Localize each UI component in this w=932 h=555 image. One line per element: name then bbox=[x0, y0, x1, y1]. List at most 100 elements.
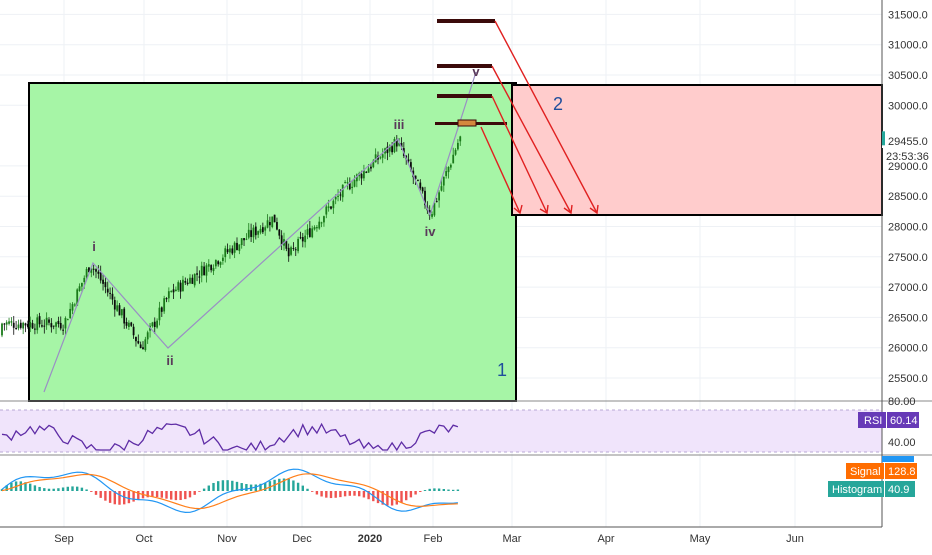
candle-body bbox=[320, 222, 323, 224]
histogram-bar bbox=[306, 488, 309, 491]
candle-body bbox=[15, 327, 17, 329]
candle-body bbox=[62, 329, 64, 331]
histogram-bar bbox=[212, 482, 215, 491]
candle-body bbox=[57, 320, 60, 325]
price-tick: 29000.0 bbox=[888, 161, 928, 173]
histogram-bar bbox=[264, 482, 267, 491]
histogram-bar bbox=[452, 489, 455, 491]
histogram-bar bbox=[193, 491, 196, 495]
candle-body bbox=[1, 323, 3, 336]
candle-body bbox=[292, 247, 295, 249]
candle-body bbox=[184, 281, 187, 283]
candle-body bbox=[189, 277, 191, 284]
candle-body bbox=[381, 154, 384, 158]
rsi-label: RSI bbox=[864, 415, 882, 427]
histogram-value: 40.9 bbox=[888, 484, 909, 496]
histogram-bar bbox=[282, 478, 286, 491]
candle-body bbox=[445, 171, 448, 177]
elliott-wave-line bbox=[43, 71, 477, 393]
candle-body bbox=[36, 317, 39, 331]
histogram-bar bbox=[235, 481, 239, 491]
candle-body bbox=[290, 247, 292, 255]
candle-body bbox=[250, 230, 252, 237]
histogram-bar bbox=[428, 488, 431, 491]
candle-body bbox=[66, 319, 69, 321]
histogram-bar bbox=[5, 485, 8, 491]
histogram-bar bbox=[43, 488, 46, 491]
histogram-bar bbox=[85, 489, 88, 491]
histogram-bar bbox=[296, 482, 300, 491]
histogram-bar bbox=[442, 489, 445, 491]
candle-body bbox=[313, 227, 316, 230]
histogram-bar bbox=[94, 491, 98, 495]
candle-body bbox=[226, 249, 229, 253]
candle-body bbox=[247, 229, 250, 238]
candle-body bbox=[55, 322, 57, 327]
candle-body bbox=[400, 143, 403, 147]
histogram-bar bbox=[118, 491, 121, 505]
candle-body bbox=[116, 305, 119, 311]
time-tick-dec: Dec bbox=[292, 533, 312, 545]
candle-body bbox=[177, 282, 180, 291]
candle-body bbox=[64, 318, 67, 329]
candle-body bbox=[12, 322, 15, 328]
candle-body bbox=[304, 235, 307, 243]
candle-body bbox=[137, 341, 140, 344]
candle-body bbox=[243, 238, 245, 241]
price-tick: 25500.0 bbox=[888, 373, 928, 385]
histogram-bar bbox=[155, 491, 159, 498]
histogram-bar bbox=[104, 491, 107, 501]
histogram-bar bbox=[188, 491, 192, 498]
histogram-bar bbox=[170, 491, 173, 500]
histogram-bar bbox=[245, 484, 248, 491]
candle-body bbox=[407, 159, 410, 162]
projection-arrows bbox=[480, 20, 599, 215]
candle-body bbox=[367, 168, 370, 173]
histogram-bar bbox=[456, 489, 460, 491]
histogram-bar bbox=[268, 481, 272, 491]
candle-body bbox=[81, 282, 83, 287]
candle-body bbox=[370, 166, 372, 169]
candle-body bbox=[236, 242, 238, 251]
candle-body bbox=[351, 186, 354, 188]
price-tick: 26500.0 bbox=[888, 312, 928, 324]
histogram-bar bbox=[90, 491, 93, 492]
candle-body bbox=[355, 174, 358, 182]
candle-body bbox=[417, 180, 419, 182]
candle-body bbox=[438, 192, 440, 201]
time-tick-sep: Sep bbox=[54, 533, 74, 545]
candle-body bbox=[341, 184, 344, 198]
candle-body bbox=[104, 282, 107, 288]
candle-body bbox=[43, 325, 46, 327]
time-tick-2020: 2020 bbox=[358, 533, 382, 545]
candle-body bbox=[379, 157, 382, 159]
zone-label-2: 2 bbox=[553, 94, 563, 114]
target-bar-2 bbox=[437, 64, 492, 68]
histogram-bar bbox=[409, 491, 413, 498]
candle-body bbox=[85, 268, 88, 278]
candle-body bbox=[219, 262, 222, 265]
candle-body bbox=[353, 180, 356, 187]
price-tick: 27500.0 bbox=[888, 252, 928, 264]
candle-body bbox=[224, 248, 227, 258]
candle-body bbox=[334, 196, 337, 200]
candle-body bbox=[59, 322, 62, 329]
candle-body bbox=[339, 194, 342, 196]
candle-body bbox=[24, 323, 27, 326]
candle-body bbox=[316, 227, 318, 229]
candle-body bbox=[217, 261, 220, 265]
candle-body bbox=[424, 190, 426, 206]
histogram-bar bbox=[52, 488, 55, 491]
histogram-bar bbox=[151, 491, 154, 497]
macd-badges: Signal 128.8 Histogram 40.9 bbox=[828, 456, 917, 497]
price-tick: 31000.0 bbox=[888, 40, 928, 52]
histogram-bar bbox=[231, 480, 234, 491]
last-price: 29455.0 bbox=[888, 136, 928, 148]
green-zone-box bbox=[28, 82, 517, 402]
histogram-bar bbox=[160, 491, 163, 498]
price-tick: 30500.0 bbox=[888, 70, 928, 82]
time-tick-oct: Oct bbox=[135, 533, 152, 545]
candle-body bbox=[200, 265, 203, 276]
arrow-1 bbox=[494, 20, 598, 214]
zone-label-1: 1 bbox=[497, 360, 507, 380]
